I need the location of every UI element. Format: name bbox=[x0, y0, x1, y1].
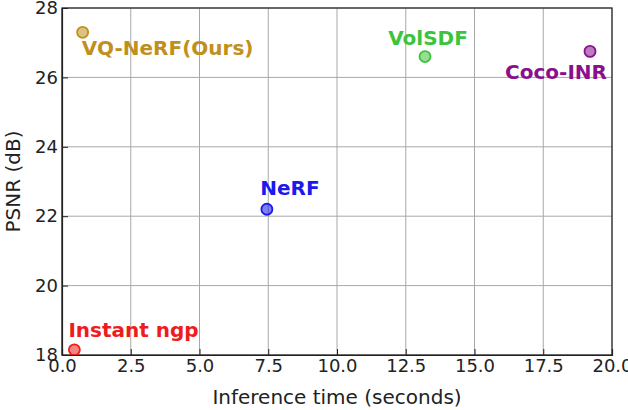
tick-label: 15.0 bbox=[455, 355, 495, 376]
tick-label: 7.5 bbox=[254, 355, 283, 376]
tick-label: 2.5 bbox=[117, 355, 146, 376]
tick: 20 bbox=[35, 275, 68, 296]
grid-line-x bbox=[337, 8, 338, 355]
tick-label: 20.0 bbox=[592, 355, 628, 376]
tick: 24 bbox=[35, 136, 68, 157]
point-label: VQ-NeRF(Ours) bbox=[82, 36, 254, 60]
tick-label: 5.0 bbox=[186, 355, 215, 376]
tick: 28 bbox=[35, 0, 68, 18]
tick: 15.0 bbox=[455, 349, 495, 376]
x-axis: 0.02.55.07.510.012.515.017.520.0 bbox=[48, 349, 628, 376]
tick-mark bbox=[62, 216, 68, 217]
point-label: Instant ngp bbox=[68, 318, 198, 342]
tick: 10.0 bbox=[317, 349, 357, 376]
tick: 7.5 bbox=[254, 349, 283, 376]
point bbox=[261, 204, 272, 215]
plot-background bbox=[62, 8, 612, 355]
tick: 26 bbox=[35, 67, 68, 88]
point-label: NeRF bbox=[260, 176, 319, 200]
tick: 20.0 bbox=[592, 349, 628, 376]
tick-label: 18 bbox=[35, 344, 58, 365]
tick-label: 28 bbox=[35, 0, 58, 18]
grid-line-y bbox=[62, 216, 612, 217]
point bbox=[69, 344, 80, 355]
tick: 17.5 bbox=[524, 349, 564, 376]
tick-label: 20 bbox=[35, 275, 58, 296]
grid-line-x bbox=[474, 8, 475, 355]
tick-label: 24 bbox=[35, 136, 58, 157]
point bbox=[585, 46, 596, 57]
tick-label: 10.0 bbox=[317, 355, 357, 376]
chart: 0.02.55.07.510.012.515.017.520.018202224… bbox=[0, 0, 628, 410]
tick: 2.5 bbox=[117, 349, 146, 376]
tick-mark bbox=[62, 147, 68, 148]
point-label: VolSDF bbox=[388, 26, 468, 50]
y-axis: 18 20 22 24 26 28 bbox=[35, 0, 68, 365]
x-axis-title: Inference time (seconds) bbox=[212, 385, 461, 409]
plot: 0.02.55.07.510.012.515.017.520.018202224… bbox=[35, 0, 628, 376]
axis-line bbox=[63, 9, 69, 356]
tick-label: 12.5 bbox=[386, 355, 426, 376]
grid-line-x bbox=[405, 8, 406, 355]
point bbox=[420, 51, 431, 62]
plot-frame bbox=[62, 8, 612, 355]
y-axis-title: PSNR (dB) bbox=[1, 131, 25, 233]
tick-mark bbox=[62, 286, 68, 287]
tick: 12.5 bbox=[386, 349, 426, 376]
tick: 22 bbox=[35, 205, 68, 226]
tick-label: 26 bbox=[35, 67, 58, 88]
grid-line-y bbox=[62, 146, 612, 147]
grid bbox=[62, 8, 612, 355]
tick-label: 22 bbox=[35, 205, 58, 226]
point-labels: Instant ngp NeRF VolSDF Coco-INR VQ-NeRF(Our… bbox=[68, 26, 607, 342]
tick-label: 17.5 bbox=[524, 355, 564, 376]
point-label: Coco-INR bbox=[505, 60, 607, 84]
tick: 5.0 bbox=[186, 349, 215, 376]
tick-mark bbox=[62, 77, 68, 78]
grid-line-y bbox=[62, 285, 612, 286]
